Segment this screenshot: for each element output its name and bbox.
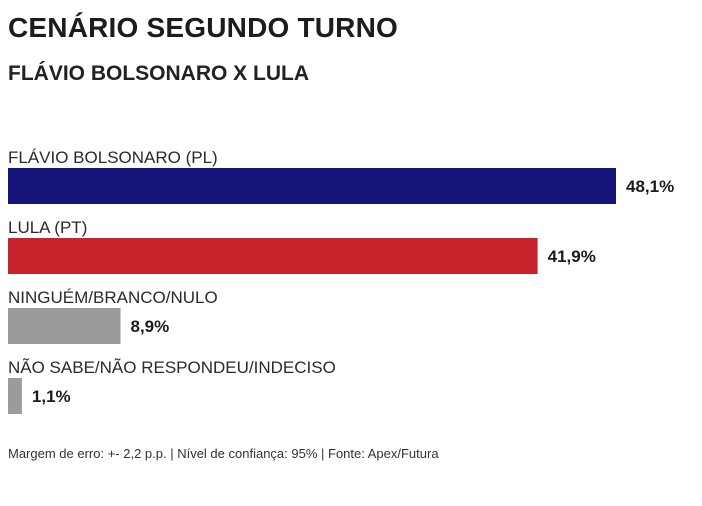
chart-subtitle: FLÁVIO BOLSONARO X LULA [8, 62, 309, 85]
source-footnote: Margem de erro: +- 2,2 p.p. | Nível de c… [8, 446, 439, 461]
bar-nao-sabe [8, 378, 22, 414]
value-label-lula: 41,9% [548, 247, 596, 266]
bar-flavio [8, 168, 616, 204]
value-label-flavio: 48,1% [626, 177, 674, 196]
category-label-ninguem: NINGUÉM/BRANCO/NULO [8, 288, 218, 307]
bar-lula [8, 238, 538, 274]
chart-title: CENÁRIO SEGUNDO TURNO [8, 12, 398, 43]
bar-ninguem [8, 308, 121, 344]
bar-chart: FLÁVIO BOLSONARO (PL) 48,1% LULA (PT) 41,9%… [8, 148, 674, 414]
value-label-ninguem: 8,9% [130, 317, 169, 336]
value-label-nao-sabe: 1,1% [32, 387, 71, 406]
category-label-nao-sabe: NÃO SABE/NÃO RESPONDEU/INDECISO [8, 358, 336, 377]
category-label-lula: LULA (PT) [8, 218, 87, 237]
category-label-flavio: FLÁVIO BOLSONARO (PL) [8, 148, 218, 167]
